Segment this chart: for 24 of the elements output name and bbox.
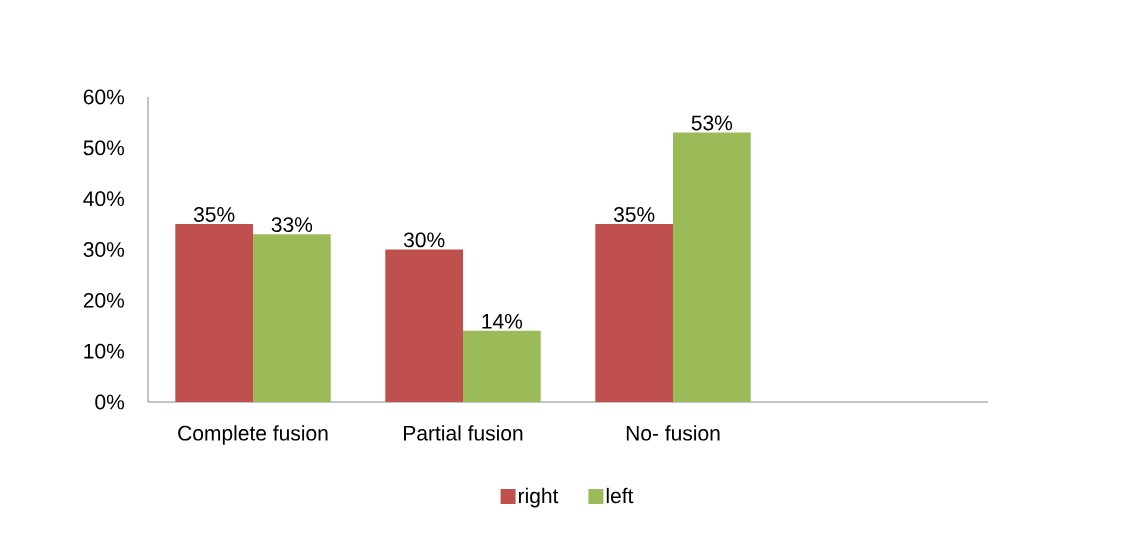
y-tick-label: 20% [83, 292, 125, 308]
data-label: 35% [613, 207, 655, 222]
bar [385, 249, 463, 402]
y-tick-label: 30% [83, 242, 125, 257]
x-tick-label: No- fusion [626, 425, 720, 441]
legend-label: right [518, 487, 559, 508]
bar [463, 330, 541, 402]
bar [673, 132, 751, 402]
data-label: 35% [193, 207, 235, 222]
legend-label: left [606, 487, 634, 504]
bar [253, 234, 331, 402]
data-label: 14% [482, 313, 523, 329]
y-tick-label: 40% [83, 191, 125, 207]
y-tick-label: 60% [83, 89, 125, 105]
data-label: 33% [271, 217, 313, 233]
data-label: 53% [691, 115, 733, 131]
x-tick-label: Complete fusion [178, 425, 328, 445]
x-tick-label: Partial fusion [404, 425, 523, 441]
data-label: 30% [403, 232, 445, 248]
bar [595, 224, 673, 402]
bar [175, 224, 253, 402]
y-tick-label: 50% [83, 140, 125, 156]
y-tick-label: 10% [84, 343, 125, 359]
y-tick-label: 0% [95, 394, 125, 410]
